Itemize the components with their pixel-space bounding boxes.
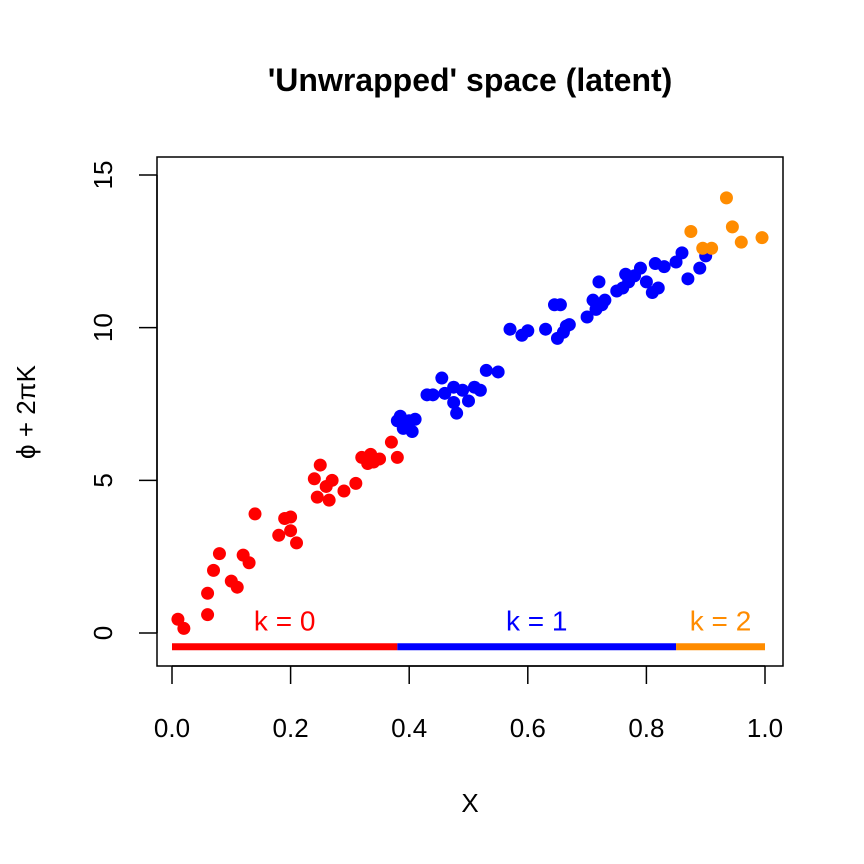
x-tick-label: 0.0 [154, 713, 190, 743]
data-point [248, 507, 262, 521]
data-point [201, 586, 215, 600]
y-tick-label: 0 [88, 626, 118, 640]
data-point [373, 452, 387, 466]
data-point [473, 383, 487, 397]
data-point [384, 435, 398, 449]
data-point [322, 493, 336, 507]
data-point [503, 322, 517, 336]
y-axis: 0 5 10 15 [88, 161, 158, 640]
data-point [734, 235, 748, 249]
data-point [447, 395, 461, 409]
data-points [171, 191, 769, 635]
data-point [580, 310, 594, 324]
data-point [349, 476, 363, 490]
y-axis-title-2pi: 2π [11, 382, 41, 414]
k-segment-label: k = 2 [690, 606, 751, 637]
data-point [719, 191, 733, 205]
data-point [284, 524, 298, 538]
data-point [553, 298, 567, 312]
y-axis-title-k: K [11, 364, 41, 382]
x-tick-label: 0.8 [628, 713, 664, 743]
data-point [657, 260, 671, 274]
data-point [693, 261, 707, 275]
data-point [696, 241, 710, 255]
y-tick-label: 10 [88, 313, 118, 342]
data-point [201, 608, 215, 622]
data-point [598, 293, 612, 307]
data-point [272, 528, 286, 542]
data-point [562, 318, 576, 332]
data-point [450, 406, 464, 420]
y-axis-title-phi: ϕ [11, 444, 41, 459]
data-point [651, 281, 665, 295]
k-segment-label: k = 1 [506, 606, 567, 637]
data-point [230, 580, 244, 594]
data-point [325, 473, 339, 487]
data-point [426, 388, 440, 402]
x-axis: 0.0 0.2 0.4 0.6 0.8 1.0 [154, 665, 783, 743]
data-point [639, 275, 653, 289]
data-point [592, 275, 606, 289]
data-point [408, 412, 422, 426]
data-point [456, 383, 470, 397]
x-axis-title: X [461, 788, 478, 818]
y-tick-label: 15 [88, 161, 118, 190]
data-point [212, 547, 226, 561]
data-point [521, 324, 535, 338]
data-point [290, 536, 304, 550]
data-point [681, 272, 695, 286]
y-tick-label: 5 [88, 473, 118, 487]
data-point [310, 490, 324, 504]
x-tick-label: 0.4 [391, 713, 427, 743]
chart-title: 'Unwrapped' space (latent) [268, 62, 673, 98]
y-axis-title: ϕ + 2πK [11, 364, 41, 459]
x-tick-label: 1.0 [747, 713, 783, 743]
x-tick-label: 0.6 [510, 713, 546, 743]
data-point [479, 363, 493, 377]
x-tick-label: 0.2 [273, 713, 309, 743]
data-point [435, 371, 449, 385]
data-point [684, 224, 698, 238]
k-segment-label: k = 0 [254, 606, 315, 637]
data-point [462, 394, 475, 408]
data-point [207, 563, 221, 577]
data-point [675, 246, 689, 260]
data-point [313, 458, 327, 472]
data-point [307, 472, 321, 486]
k-segments: k = 0 k = 1 k = 2 [172, 606, 765, 651]
data-point [539, 322, 553, 336]
data-point [633, 261, 647, 275]
data-point [284, 510, 298, 524]
y-axis-title-plus: + [11, 415, 41, 445]
data-point [491, 365, 505, 379]
data-point [390, 450, 404, 464]
data-point [242, 556, 256, 570]
data-point [725, 220, 739, 234]
data-point [705, 241, 719, 255]
data-point [405, 424, 419, 438]
data-point [755, 231, 769, 245]
data-point [337, 484, 351, 498]
data-point [177, 621, 191, 635]
